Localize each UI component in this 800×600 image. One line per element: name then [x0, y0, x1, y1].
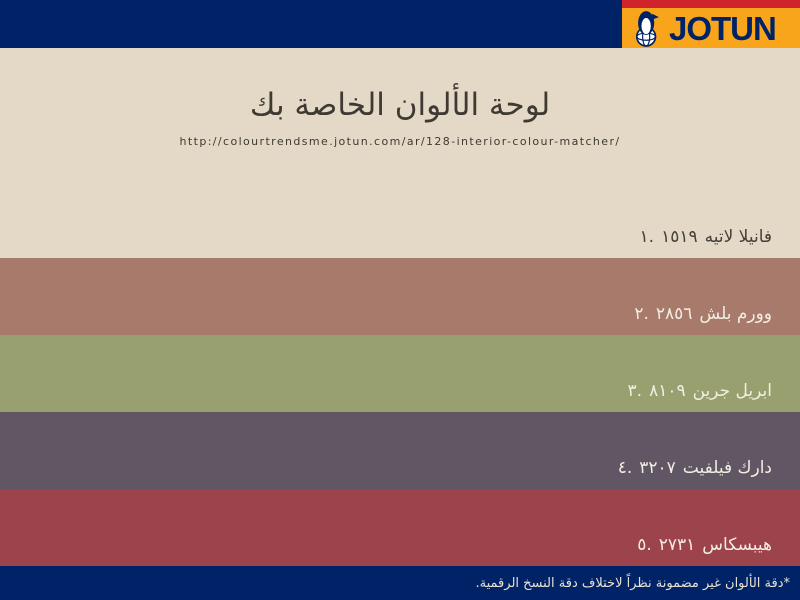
swatch-row-april-green: ٣. ٨١٠٩ ابريل جرين	[0, 335, 800, 412]
swatch-code: ٨١٠٩	[649, 381, 686, 401]
swatch-name: دارك فيلفيت	[682, 458, 772, 478]
logo-red-stripe	[622, 0, 800, 8]
swatch-label: ٣. ٨١٠٩ ابريل جرين	[628, 383, 772, 400]
swatch-label: ٥. ٢٧٣١ هيبسكاس	[637, 537, 772, 554]
swatch-row-vanilla-latte: ١. ١٥١٩ فانيلا لاتيه	[0, 181, 800, 258]
swatch-index: ٢.	[634, 304, 649, 324]
swatch-code: ٢٧٣١	[658, 535, 696, 555]
swatch-label: ٢. ٢٨٥٦ وورم بلش	[634, 306, 772, 323]
swatch-label: ٤. ٣٢٠٧ دارك فيلفيت	[618, 460, 772, 477]
swatch-index: ١.	[639, 227, 655, 247]
swatch-name: هيبسكاس	[702, 535, 772, 555]
swatch-code: ٢٨٥٦	[655, 304, 693, 324]
logo-body: JOTUN	[622, 8, 800, 48]
swatch-index: ٥.	[637, 535, 652, 555]
swatch-index: ٣.	[627, 381, 643, 401]
swatch-label: ١. ١٥١٩ فانيلا لاتيه	[640, 229, 772, 246]
swatch-name: ابريل جرين	[692, 381, 772, 401]
disclaimer-bar: *دقة الألوان غير مضمونة نظراً لاختلاف دق…	[0, 566, 800, 600]
logo-wordmark: JOTUN	[669, 9, 777, 47]
swatch-row-warm-blush: ٢. ٢٨٥٦ وورم بلش	[0, 258, 800, 335]
swatch-code: ٣٢٠٧	[639, 458, 676, 478]
swatch-row-hibiscus: ٥. ٢٧٣١ هيبسكاس	[0, 489, 800, 566]
disclaimer-text: *دقة الألوان غير مضمونة نظراً لاختلاف دق…	[475, 575, 790, 591]
swatch-name: فانيلا لاتيه	[704, 227, 772, 247]
top-navigation-bar: JOTUN	[0, 0, 800, 48]
source-url-link[interactable]: http://colourtrendsme.jotun.com/ar/128-i…	[179, 134, 621, 148]
swatch-code: ١٥١٩	[661, 227, 698, 247]
swatch-index: ٤.	[617, 458, 633, 478]
page-title: لوحة الألوان الخاصة بك	[249, 87, 551, 123]
penguin-globe-icon	[635, 10, 659, 47]
swatch-row-dark-velvet: ٤. ٣٢٠٧ دارك فيلفيت	[0, 412, 800, 489]
jotun-logo[interactable]: JOTUN	[622, 0, 800, 48]
swatch-name: وورم بلش	[699, 304, 772, 324]
palette-header: لوحة الألوان الخاصة بك http://colourtren…	[0, 48, 800, 181]
